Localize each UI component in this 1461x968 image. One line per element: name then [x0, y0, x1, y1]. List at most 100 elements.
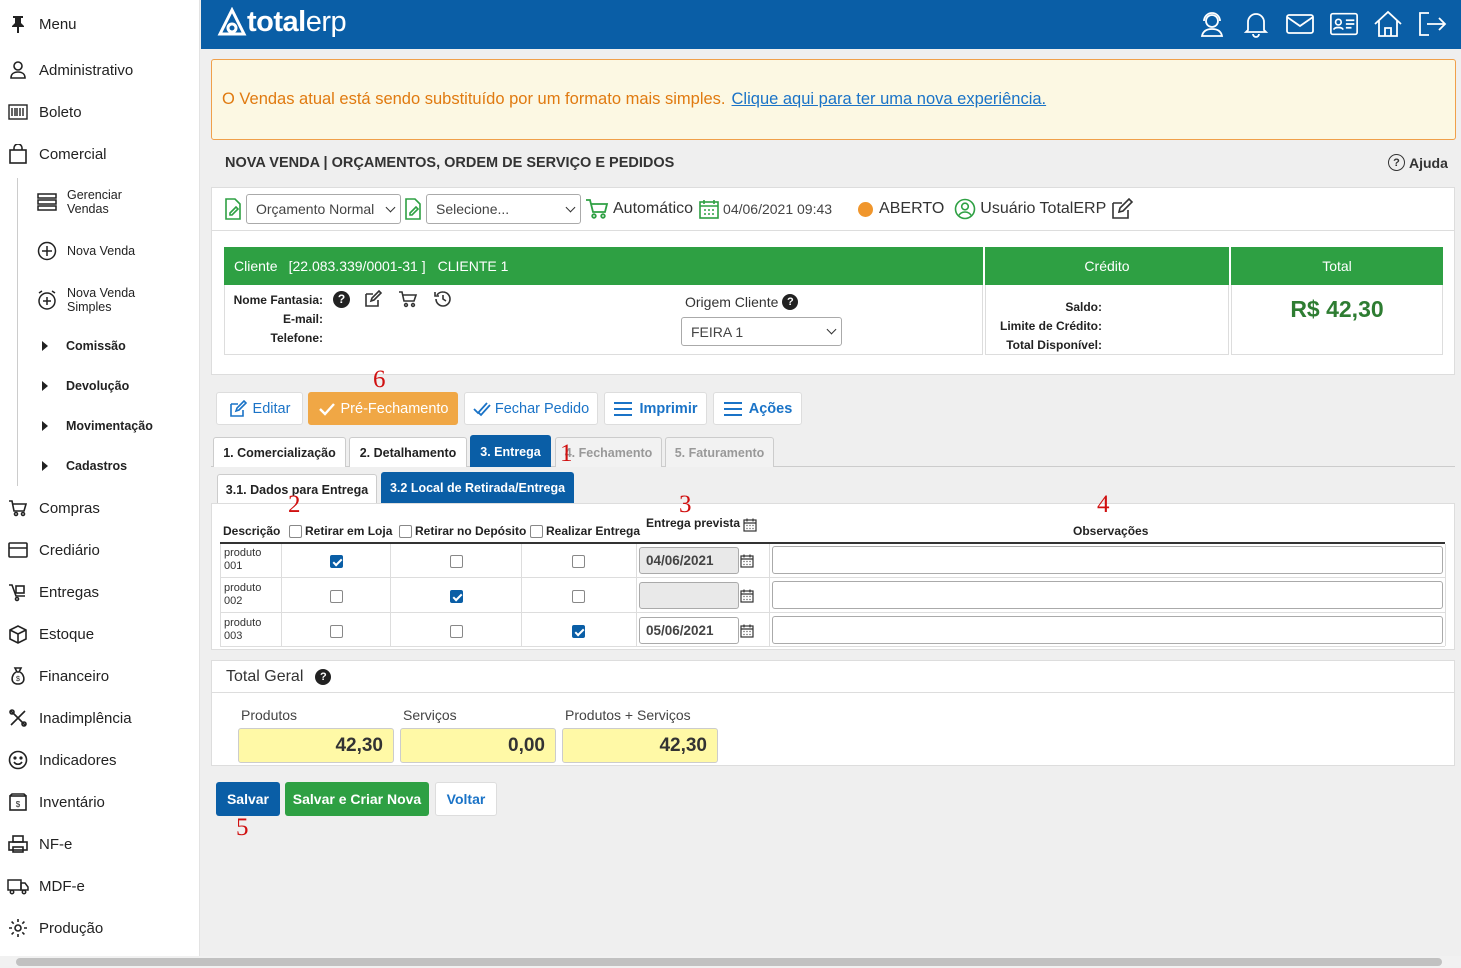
cart-icon[interactable] — [398, 290, 418, 308]
save-and-new-button[interactable]: Salvar e Criar Nova — [285, 782, 429, 816]
question-icon[interactable]: ? — [333, 290, 350, 308]
row2-deposito-checkbox[interactable] — [450, 590, 463, 603]
logout-icon[interactable] — [1417, 9, 1447, 39]
row3-date-input[interactable]: 05/06/2021 — [639, 617, 739, 644]
caret-right-icon — [42, 381, 48, 391]
calendar-icon[interactable] — [740, 624, 754, 638]
edit-icon[interactable] — [1110, 198, 1134, 220]
header-entrega-prevista: Entrega prevista — [646, 516, 741, 530]
secondary-select[interactable]: Selecione... — [426, 194, 581, 224]
sidebar-item-entregas[interactable]: Entregas — [0, 578, 99, 606]
sidebar-item-crediario[interactable]: Crediário — [0, 536, 100, 564]
sidebar-item-comercial[interactable]: Comercial — [0, 140, 107, 168]
sidebar-item-administrativo[interactable]: Administrativo — [0, 56, 133, 84]
row1-entrega-checkbox[interactable] — [572, 555, 585, 568]
servicos-label: Serviços — [403, 707, 457, 723]
status-badge: ABERTO — [858, 200, 944, 218]
calendar-icon[interactable] — [740, 554, 754, 568]
logo[interactable]: total erp — [217, 6, 347, 39]
row3-observacoes-input[interactable] — [772, 616, 1443, 644]
acoes-button[interactable]: Ações — [713, 392, 802, 425]
save-button[interactable]: Salvar — [216, 782, 280, 816]
sidebar-item-gerenciar-vendas[interactable]: Gerenciar Vendas — [36, 188, 137, 216]
row2-loja-checkbox[interactable] — [330, 590, 343, 603]
tab-detalhamento[interactable]: 2. Detalhamento — [349, 437, 467, 467]
origin-select[interactable]: FEIRA 1 — [681, 317, 842, 346]
caret-right-icon — [42, 461, 48, 471]
menu-icon — [723, 401, 742, 416]
select-all-entrega-checkbox[interactable] — [530, 524, 543, 538]
row1-date-input[interactable]: 04/06/2021 — [639, 547, 739, 574]
help-link[interactable]: ? Ajuda — [1388, 154, 1448, 171]
sidebar-item-movimentacao[interactable]: Movimentação — [42, 419, 153, 433]
table-row-product: produto 001 — [224, 547, 262, 572]
sidebar-item-comissao[interactable]: Comissão — [42, 339, 126, 353]
total-geral-panel: Total Geral ? Produtos Serviços Produtos… — [211, 660, 1455, 766]
box-icon — [7, 623, 29, 645]
sidebar-item-nfe[interactable]: NF-e — [0, 830, 72, 858]
subtab-dados-entrega[interactable]: 3.1. Dados para Entrega — [217, 474, 377, 505]
imprimir-button[interactable]: Imprimir — [604, 392, 707, 425]
back-button[interactable]: Voltar — [435, 782, 497, 816]
edit-button[interactable]: Editar — [216, 392, 303, 425]
tab-entrega[interactable]: 3. Entrega — [470, 435, 551, 467]
sidebar-item-estoque[interactable]: Estoque — [0, 620, 94, 648]
tab-faturamento[interactable]: 5. Faturamento — [665, 437, 774, 467]
sidebar-item-financeiro[interactable]: $ Financeiro — [0, 662, 109, 690]
row3-loja-checkbox[interactable] — [330, 625, 343, 638]
support-icon[interactable] — [1197, 9, 1227, 39]
select-all-deposito-checkbox[interactable] — [399, 524, 412, 538]
annotation-marker: 1 — [560, 440, 573, 467]
row2-date-input[interactable] — [639, 582, 739, 609]
fechar-pedido-button[interactable]: Fechar Pedido — [464, 392, 598, 425]
smile-icon — [7, 749, 29, 771]
bell-icon[interactable] — [1241, 9, 1271, 39]
header-realizar-entrega: Realizar Entrega — [530, 524, 640, 538]
sidebar-item-devolucao[interactable]: Devolução — [42, 379, 129, 393]
row3-deposito-checkbox[interactable] — [450, 625, 463, 638]
row2-observacoes-input[interactable] — [772, 581, 1443, 609]
edit-icon[interactable] — [364, 290, 384, 308]
pre-fechamento-button[interactable]: Pré-Fechamento — [308, 392, 458, 425]
row3-entrega-checkbox[interactable] — [572, 625, 585, 638]
annotation-marker: 6 — [373, 366, 386, 393]
sidebar-item-indicadores[interactable]: Indicadores — [0, 746, 117, 774]
sidebar-item-inadimplencia[interactable]: Inadimplência — [0, 704, 132, 732]
mail-icon[interactable] — [1285, 9, 1315, 39]
sidebar-item-mdfe[interactable]: MDF-e — [0, 872, 85, 900]
question-icon[interactable]: ? — [315, 669, 332, 685]
sidebar-item-nova-venda-simples[interactable]: Nova Venda Simples — [36, 286, 147, 314]
row1-observacoes-input[interactable] — [772, 546, 1443, 574]
order-type-select[interactable]: Orçamento Normal — [246, 194, 401, 224]
calendar-icon[interactable] — [743, 518, 757, 532]
id-card-icon[interactable] — [1329, 9, 1359, 39]
row1-deposito-checkbox[interactable] — [450, 555, 463, 568]
sidebar-item-inventario[interactable]: $ Inventário — [0, 788, 105, 816]
sidebar-menu[interactable]: Menu — [0, 10, 77, 38]
home-icon[interactable] — [1373, 9, 1403, 39]
row2-entrega-checkbox[interactable] — [572, 590, 585, 603]
header-retirar-deposito: Retirar no Depósito — [399, 524, 526, 538]
client-header: Cliente [22.083.339/0001-31 ] CLIENTE 1 — [224, 247, 983, 285]
col-divider — [1445, 544, 1446, 646]
select-all-loja-checkbox[interactable] — [289, 524, 302, 538]
horizontal-scrollbar[interactable] — [0, 956, 1461, 968]
alert-banner: O Vendas atual está sendo substituído po… — [211, 59, 1456, 140]
calendar-icon[interactable] — [740, 589, 754, 603]
sidebar-item-producao[interactable]: Produção — [0, 914, 103, 942]
sidebar-item-boleto[interactable]: Boleto — [0, 98, 82, 126]
delivery-table: Descrição Retirar em Loja Retirar no Dep… — [211, 503, 1455, 650]
sidebar-item-nova-venda[interactable]: Nova Venda — [36, 240, 135, 262]
scrollbar-thumb[interactable] — [16, 958, 1442, 966]
history-icon[interactable] — [432, 290, 452, 308]
subtab-local-retirada[interactable]: 3.2 Local de Retirada/Entrega — [381, 472, 574, 503]
alert-link[interactable]: Clique aqui para ter uma nova experiênci… — [731, 90, 1047, 108]
row1-loja-checkbox[interactable] — [330, 555, 343, 568]
servicos-total: 0,00 — [400, 728, 556, 763]
question-icon[interactable]: ? — [782, 294, 799, 310]
tab-comercializacao[interactable]: 1. Comercialização — [213, 437, 346, 467]
tools-icon — [7, 707, 29, 729]
tab-fechamento[interactable]: 4. Fechamento — [555, 437, 662, 467]
sidebar-item-cadastros[interactable]: Cadastros — [42, 459, 127, 473]
sidebar-item-compras[interactable]: Compras — [0, 494, 100, 522]
